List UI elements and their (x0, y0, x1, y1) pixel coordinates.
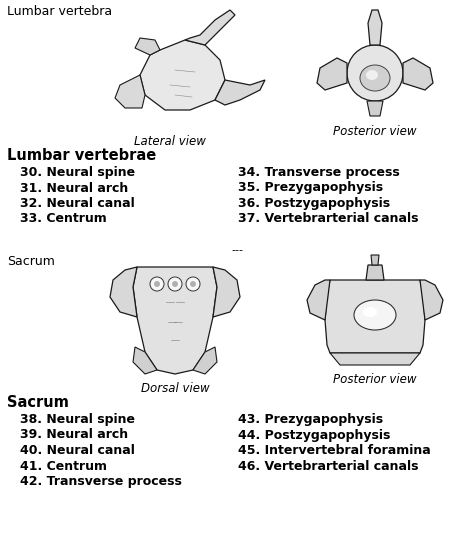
Circle shape (190, 281, 196, 287)
Polygon shape (307, 280, 330, 320)
Text: 45. Intervertebral foramina: 45. Intervertebral foramina (238, 444, 431, 457)
Circle shape (150, 277, 164, 291)
Text: 39. Neural arch: 39. Neural arch (20, 429, 128, 441)
Polygon shape (330, 353, 420, 365)
Polygon shape (110, 267, 137, 317)
Text: 38. Neural spine: 38. Neural spine (20, 413, 135, 426)
Ellipse shape (360, 65, 390, 91)
Text: 40. Neural canal: 40. Neural canal (20, 444, 135, 457)
Polygon shape (213, 267, 240, 317)
Text: 44. Postzygapophysis: 44. Postzygapophysis (238, 429, 391, 441)
Circle shape (186, 277, 200, 291)
Text: 41. Centrum: 41. Centrum (20, 460, 107, 473)
Polygon shape (371, 255, 379, 265)
Polygon shape (317, 58, 347, 90)
Text: 31. Neural arch: 31. Neural arch (20, 182, 128, 195)
Polygon shape (185, 10, 235, 45)
Circle shape (154, 281, 160, 287)
Polygon shape (133, 347, 157, 374)
Polygon shape (325, 280, 425, 353)
Polygon shape (368, 10, 382, 45)
Text: 37. Vertebrarterial canals: 37. Vertebrarterial canals (238, 212, 419, 225)
Text: Sacrum: Sacrum (7, 255, 55, 268)
Text: Posterior view: Posterior view (333, 373, 417, 386)
Polygon shape (135, 38, 160, 55)
Polygon shape (215, 80, 265, 105)
Polygon shape (366, 265, 384, 280)
Text: 32. Neural canal: 32. Neural canal (20, 197, 135, 210)
Text: 30. Neural spine: 30. Neural spine (20, 166, 135, 179)
Text: Lateral view: Lateral view (134, 135, 206, 148)
Polygon shape (115, 75, 145, 108)
Text: Lumbar vertebrae: Lumbar vertebrae (7, 148, 156, 163)
Ellipse shape (363, 307, 377, 317)
Circle shape (172, 281, 178, 287)
Ellipse shape (354, 300, 396, 330)
Circle shape (347, 45, 403, 101)
Circle shape (168, 277, 182, 291)
Polygon shape (367, 101, 383, 116)
Polygon shape (420, 280, 443, 320)
Text: 46. Vertebrarterial canals: 46. Vertebrarterial canals (238, 460, 419, 473)
Text: Sacrum: Sacrum (7, 395, 69, 410)
Text: 42. Transverse process: 42. Transverse process (20, 475, 182, 488)
Text: 36. Postzygapophysis: 36. Postzygapophysis (238, 197, 390, 210)
Polygon shape (133, 267, 217, 374)
Polygon shape (403, 58, 433, 90)
Text: 35. Prezygapophysis: 35. Prezygapophysis (238, 182, 383, 195)
Ellipse shape (366, 70, 378, 80)
Text: 34. Transverse process: 34. Transverse process (238, 166, 400, 179)
Text: 43. Prezygapophysis: 43. Prezygapophysis (238, 413, 383, 426)
Text: 33. Centrum: 33. Centrum (20, 212, 107, 225)
Text: Dorsal view: Dorsal view (141, 382, 210, 395)
Text: ---: --- (231, 245, 243, 255)
Text: Lumbar vertebra: Lumbar vertebra (7, 5, 112, 18)
Text: Posterior view: Posterior view (333, 125, 417, 138)
Polygon shape (140, 40, 225, 110)
Polygon shape (193, 347, 217, 374)
